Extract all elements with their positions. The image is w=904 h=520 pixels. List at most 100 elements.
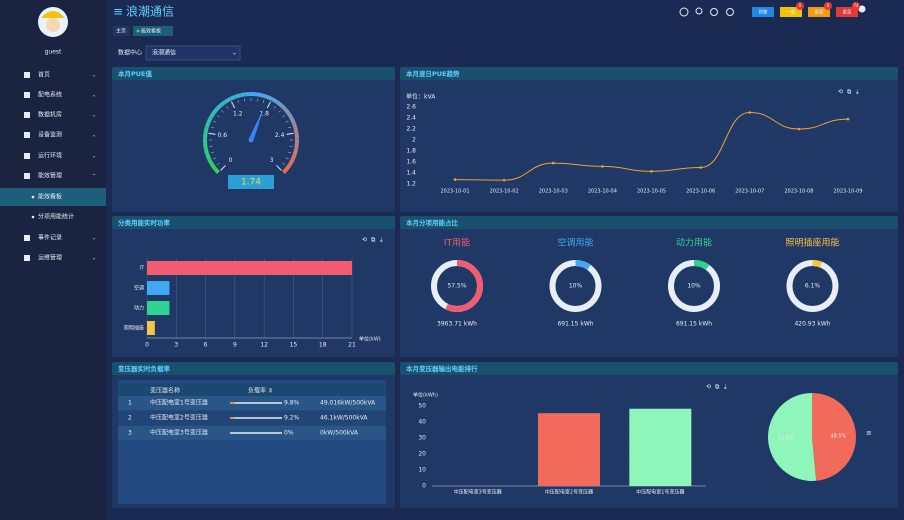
select-arrow: ⌄ [232, 50, 237, 57]
x-tick-label: 18 [319, 342, 327, 349]
icon[interactable] [679, 7, 689, 17]
badge-count: 74 [853, 3, 859, 8]
x-tick-label: 2023-10-08 [784, 189, 813, 195]
menu-icon [24, 153, 30, 159]
gauge-arc [282, 167, 289, 174]
gauge-minor-tick [213, 157, 217, 160]
chart-tool[interactable]: ⟲ [838, 89, 843, 96]
x-tick-label: 12 [260, 342, 268, 349]
x-tick-label: 2023-10-05 [637, 189, 666, 195]
y-tick-label: 1.6 [406, 159, 416, 166]
gauge-minor-tick [285, 157, 289, 160]
menu-item[interactable]: 运行环境 [38, 152, 62, 160]
chart-tool[interactable]: ⧉ [847, 89, 852, 96]
tab-active[interactable] [133, 26, 173, 36]
filter-value[interactable]: 浪潮通信 [152, 49, 176, 57]
gauge-tick [231, 101, 236, 109]
gauge-value-box [228, 175, 274, 189]
bar [147, 301, 170, 315]
donut-energy: 420.93 kWh [794, 321, 830, 328]
donut-title: 动力用能 [676, 237, 712, 249]
x-tick-label: 2023-10-01 [440, 189, 469, 195]
chart-tool[interactable]: ⟲ [362, 237, 367, 244]
bar [538, 413, 600, 486]
line-point [453, 178, 457, 181]
gauge-tick [286, 132, 294, 135]
gauge-arc [207, 158, 214, 166]
gauge-arc [213, 167, 220, 174]
table-cell: 46.1kW/500kVA [320, 415, 368, 422]
alarm-button[interactable] [836, 7, 858, 17]
unit-label: 单位：kVA [406, 93, 436, 101]
menu-active-bg [0, 188, 106, 206]
donut-title: 空调用能 [557, 237, 593, 249]
gauge-arc [266, 94, 273, 101]
sidebar [0, 0, 106, 520]
gauge-minor-tick [210, 151, 214, 154]
gauge-arc [215, 103, 223, 111]
gauge-arc [293, 126, 299, 134]
gauge-arc [205, 153, 212, 161]
gauge-arc [206, 116, 213, 124]
chart-tool[interactable]: ⧉ [371, 237, 376, 244]
x-tick-label: 15 [290, 342, 298, 349]
menu-toggle[interactable]: ≡ [113, 5, 123, 19]
alarm-button[interactable] [752, 7, 774, 17]
chart-tool[interactable]: ⟲ [706, 384, 711, 391]
gauge-tick [220, 165, 226, 171]
menu-item[interactable]: 能效管理 [38, 172, 62, 180]
line-point [748, 111, 752, 114]
y-tick-label: 1.4 [406, 170, 416, 177]
menu-icon [24, 72, 30, 78]
bar [147, 281, 170, 295]
gauge-arc [256, 92, 263, 98]
y-tick-label: 2.4 [406, 115, 416, 122]
x-tick-label: 中压配电室3号变压器 [454, 489, 502, 496]
chart-tool[interactable]: ⤓ [724, 384, 727, 391]
table-cell: 9.2% [284, 415, 300, 422]
icon[interactable] [710, 8, 718, 16]
gauge-arc [239, 92, 246, 98]
panel-header [400, 362, 898, 375]
table-cell: 3 [128, 430, 132, 437]
gauge-arc [270, 97, 278, 104]
filter-select[interactable] [145, 45, 241, 61]
tab[interactable] [113, 26, 130, 36]
submenu-item[interactable]: 分项用能统计 [38, 213, 74, 221]
menu-item[interactable]: 事件记录 [38, 234, 62, 242]
menu-item[interactable]: 配电系统 [38, 91, 62, 99]
gauge-minor-tick [288, 126, 292, 129]
panel-title: 本月变压器输出电能排行 [406, 364, 478, 373]
menu-item[interactable]: 运维管理 [38, 254, 62, 262]
panel [400, 67, 898, 212]
gauge-minor-tick [210, 126, 214, 129]
tab-label[interactable]: 能效看板 [141, 28, 161, 35]
alarm-button[interactable] [808, 7, 830, 17]
panel [112, 216, 395, 357]
menu-item[interactable]: 数据机房 [38, 111, 62, 119]
x-tick-label: 9 [233, 342, 237, 349]
icon[interactable] [695, 7, 703, 15]
avatar-helmet [41, 11, 65, 18]
legend-toggle[interactable]: ≡ [866, 429, 872, 437]
icon[interactable] [726, 8, 734, 16]
chart-tool[interactable]: ⤓ [380, 237, 383, 244]
menu-item[interactable]: 首页 [38, 71, 50, 79]
x-tick-label: 0 [145, 342, 149, 349]
pie-label: 48.5% [830, 433, 846, 439]
chart-tool[interactable]: ⧉ [715, 384, 720, 391]
gauge-arc [291, 121, 298, 129]
chart-tool[interactable]: ⤓ [856, 89, 859, 96]
menu-item[interactable]: 设备监测 [38, 131, 62, 139]
donut-value: 10% [687, 283, 701, 290]
alarm-button[interactable] [780, 7, 802, 17]
submenu-item[interactable]: 能效看板 [38, 193, 62, 201]
alarm-button-label: 预警 [759, 9, 768, 16]
user-icon[interactable] [858, 5, 866, 13]
panel-header [112, 216, 395, 229]
y-tick-label: 10 [418, 467, 426, 474]
tab-label[interactable]: 主页 [116, 28, 126, 35]
badge [824, 2, 832, 10]
